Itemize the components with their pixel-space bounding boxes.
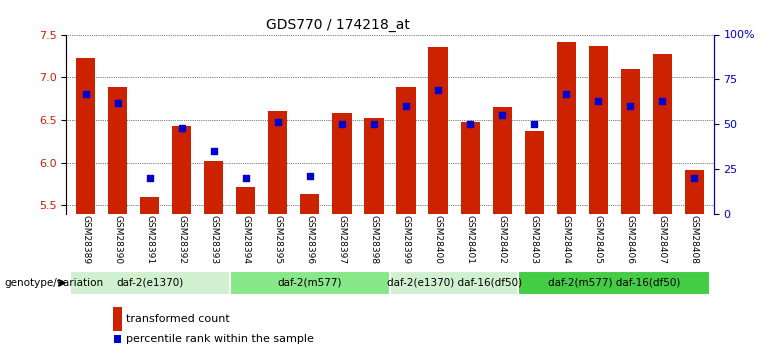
FancyBboxPatch shape xyxy=(518,271,711,295)
Point xyxy=(496,112,509,118)
Bar xyxy=(492,107,512,214)
Point xyxy=(560,91,573,97)
Text: GSM28389: GSM28389 xyxy=(81,215,90,264)
Point xyxy=(176,125,188,130)
Text: GSM28400: GSM28400 xyxy=(434,215,442,264)
Bar xyxy=(108,88,127,214)
Point xyxy=(335,121,348,127)
Text: GSM28402: GSM28402 xyxy=(498,215,507,264)
Text: transformed count: transformed count xyxy=(126,314,229,324)
Bar xyxy=(428,47,448,214)
Bar xyxy=(589,47,608,214)
Point xyxy=(112,100,124,106)
Text: GSM28394: GSM28394 xyxy=(241,215,250,264)
Text: percentile rank within the sample: percentile rank within the sample xyxy=(126,334,314,344)
Text: daf-2(e1370) daf-16(df50): daf-2(e1370) daf-16(df50) xyxy=(387,278,522,288)
Bar xyxy=(364,118,384,214)
Bar xyxy=(653,54,672,214)
Point xyxy=(367,121,380,127)
Title: GDS770 / 174218_at: GDS770 / 174218_at xyxy=(266,18,410,32)
Bar xyxy=(268,110,288,214)
Point xyxy=(80,91,92,97)
Bar xyxy=(396,88,416,214)
Point xyxy=(592,98,604,104)
Text: GSM28405: GSM28405 xyxy=(594,215,603,264)
Point xyxy=(271,120,284,125)
Bar xyxy=(76,58,95,214)
Text: daf-2(e1370): daf-2(e1370) xyxy=(116,278,183,288)
Point xyxy=(688,175,700,181)
Point xyxy=(239,175,252,181)
Bar xyxy=(172,126,191,214)
Bar xyxy=(332,113,352,214)
Text: GSM28396: GSM28396 xyxy=(306,215,314,264)
Text: GSM28399: GSM28399 xyxy=(402,215,410,264)
Bar xyxy=(621,69,640,214)
Point xyxy=(464,121,477,127)
Text: genotype/variation: genotype/variation xyxy=(4,278,103,288)
FancyBboxPatch shape xyxy=(69,271,230,295)
Bar xyxy=(525,131,544,214)
Text: GSM28407: GSM28407 xyxy=(658,215,667,264)
Text: daf-2(m577): daf-2(m577) xyxy=(278,278,342,288)
Bar xyxy=(460,122,480,214)
Text: GSM28393: GSM28393 xyxy=(209,215,218,264)
FancyBboxPatch shape xyxy=(390,271,518,295)
Text: GSM28395: GSM28395 xyxy=(273,215,282,264)
Text: GSM28397: GSM28397 xyxy=(338,215,346,264)
Text: GSM28398: GSM28398 xyxy=(370,215,378,264)
Bar xyxy=(685,170,704,214)
FancyBboxPatch shape xyxy=(230,271,390,295)
Text: GSM28391: GSM28391 xyxy=(145,215,154,264)
Point xyxy=(528,121,541,127)
Text: GSM28406: GSM28406 xyxy=(626,215,635,264)
Point xyxy=(432,87,445,93)
Bar xyxy=(557,42,576,214)
Point xyxy=(624,104,636,109)
Text: GSM28401: GSM28401 xyxy=(466,215,474,264)
Point xyxy=(400,104,413,109)
Point xyxy=(656,98,668,104)
Text: GSM28403: GSM28403 xyxy=(530,215,539,264)
Bar xyxy=(236,187,255,214)
Point xyxy=(144,175,156,181)
Bar xyxy=(300,194,320,214)
Text: GSM28408: GSM28408 xyxy=(690,215,699,264)
Point xyxy=(207,148,220,154)
Text: daf-2(m577) daf-16(df50): daf-2(m577) daf-16(df50) xyxy=(548,278,680,288)
Text: GSM28392: GSM28392 xyxy=(177,215,186,264)
Bar xyxy=(204,161,223,214)
Point xyxy=(303,174,316,179)
Bar xyxy=(140,197,159,214)
Text: GSM28404: GSM28404 xyxy=(562,215,571,264)
Text: GSM28390: GSM28390 xyxy=(113,215,122,264)
